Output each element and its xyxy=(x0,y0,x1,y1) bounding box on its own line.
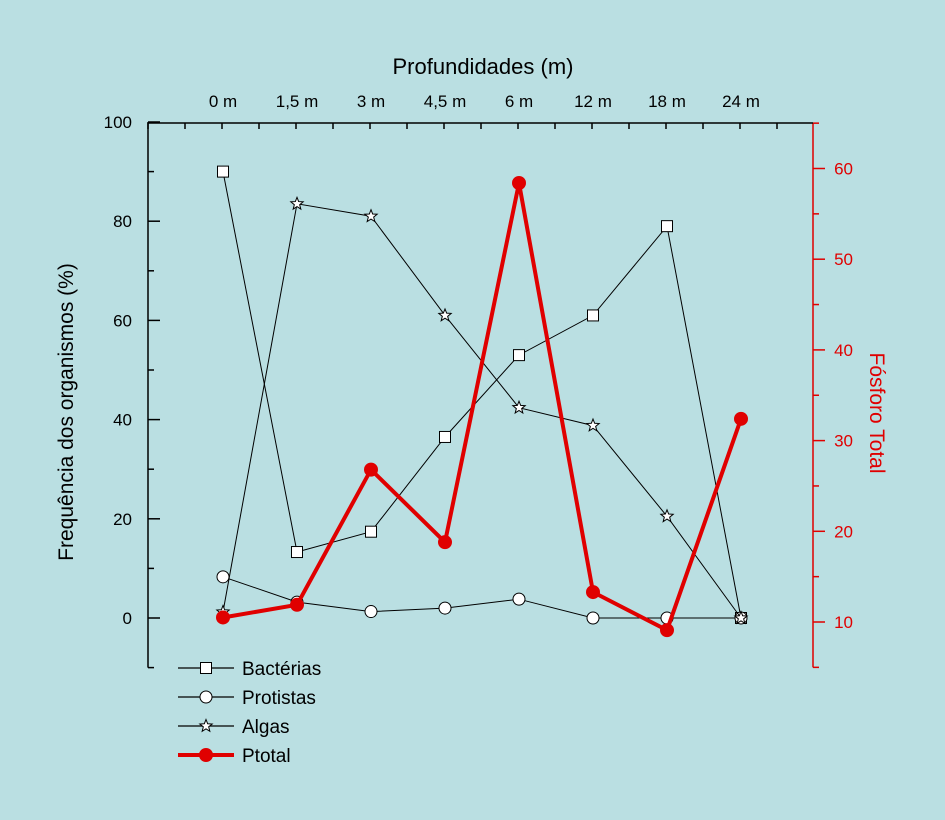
left-axis: 0 20 40 60 80 100 xyxy=(104,113,160,669)
point-bacterias xyxy=(291,546,303,559)
top-tick-label: 6 m xyxy=(505,92,533,111)
point-ptotal xyxy=(364,462,378,477)
point-bacterias xyxy=(439,430,451,443)
series-line-bacterias xyxy=(222,171,742,619)
point-ptotal xyxy=(438,535,452,550)
point-algas xyxy=(511,399,527,415)
point-algas xyxy=(659,508,675,523)
top-tick-label: 24 m xyxy=(722,92,760,111)
legend-marker-protistas xyxy=(199,690,213,704)
point-protistas xyxy=(512,592,526,606)
top-tick-label: 12 m xyxy=(574,92,612,111)
left-axis-label: Frequência dos organismos (%) xyxy=(55,263,78,561)
point-bacterias xyxy=(365,525,377,538)
top-tick-label: 18 m xyxy=(648,92,686,111)
legend-label-bacterias: Bactérias xyxy=(242,659,321,680)
chart-title: Profundidades (m) xyxy=(393,54,574,79)
point-protistas xyxy=(364,605,378,619)
left-tick-label: 100 xyxy=(104,113,132,132)
legend-item-algas: Algas xyxy=(178,717,290,738)
left-tick-label: 80 xyxy=(113,212,132,231)
top-tick-label: 0 m xyxy=(209,92,237,111)
top-tick-label: 4,5 m xyxy=(424,92,467,111)
right-tick-label: 20 xyxy=(834,522,853,541)
point-ptotal xyxy=(660,623,674,638)
point-algas xyxy=(585,417,601,432)
series-ptotal xyxy=(216,176,748,638)
point-algas xyxy=(363,208,379,223)
series-line-ptotal xyxy=(222,182,743,634)
legend-item-protistas: Protistas xyxy=(178,688,316,709)
legend-marker-algas xyxy=(198,718,214,733)
point-algas xyxy=(437,307,453,322)
right-tick-label: 50 xyxy=(834,250,853,269)
left-tick-label: 20 xyxy=(113,510,132,529)
point-ptotal xyxy=(512,176,526,191)
legend-item-bacterias: Bactérias xyxy=(178,659,321,680)
legend: Bactérias Protistas Algas Ptotal xyxy=(178,659,321,767)
point-ptotal xyxy=(734,411,748,426)
point-ptotal xyxy=(290,597,304,612)
legend-item-ptotal: Ptotal xyxy=(178,746,291,767)
point-protistas xyxy=(586,611,600,625)
legend-marker-bacterias xyxy=(200,662,212,674)
point-bacterias xyxy=(513,349,525,362)
point-protistas xyxy=(216,570,230,584)
top-axis: 0 m 1,5 m 3 m 4,5 m 6 m 12 m 18 m 24 m xyxy=(147,92,813,129)
right-tick-label: 60 xyxy=(834,160,853,179)
left-tick-label: 40 xyxy=(113,411,132,430)
top-tick-label: 1,5 m xyxy=(276,92,319,111)
legend-label-protistas: Protistas xyxy=(242,688,316,709)
point-bacterias xyxy=(661,220,673,233)
legend-marker-ptotal xyxy=(199,748,213,762)
legend-label-algas: Algas xyxy=(242,717,290,738)
right-tick-label: 40 xyxy=(834,341,853,360)
point-bacterias xyxy=(587,309,599,322)
right-axis: 10 20 30 40 50 60 xyxy=(812,122,853,669)
point-ptotal xyxy=(586,585,600,600)
right-tick-label: 30 xyxy=(834,432,853,451)
legend-label-ptotal: Ptotal xyxy=(242,746,291,767)
series-layer xyxy=(215,165,749,638)
top-tick-label: 3 m xyxy=(357,92,385,111)
left-tick-label: 0 xyxy=(123,609,132,628)
point-algas xyxy=(289,195,305,211)
point-bacterias xyxy=(217,165,229,178)
point-protistas xyxy=(438,601,452,615)
series-line-protistas xyxy=(222,576,741,619)
point-ptotal xyxy=(216,610,230,625)
left-tick-label: 60 xyxy=(113,311,132,330)
right-axis-label: Fósforo Total xyxy=(865,352,888,473)
right-tick-label: 10 xyxy=(834,613,853,632)
point-algas xyxy=(733,610,749,625)
